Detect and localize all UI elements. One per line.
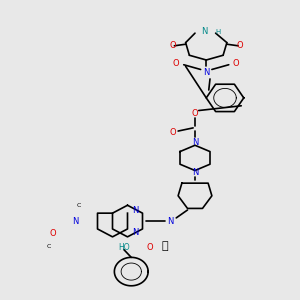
Text: N: N (167, 217, 174, 226)
Text: N: N (132, 206, 138, 214)
Text: N: N (72, 217, 78, 226)
Text: HO: HO (118, 243, 130, 252)
Text: N: N (192, 168, 198, 177)
Text: O: O (233, 59, 240, 68)
Text: N: N (201, 27, 208, 36)
Text: N: N (192, 138, 198, 147)
Text: O: O (192, 109, 198, 118)
Text: C: C (46, 244, 51, 249)
Text: O: O (237, 41, 243, 50)
Text: O: O (169, 128, 176, 137)
Text: N: N (132, 228, 138, 237)
Text: ⌒: ⌒ (162, 241, 168, 251)
Text: H: H (215, 28, 220, 34)
Text: O: O (173, 59, 180, 68)
Text: O: O (49, 229, 56, 238)
Text: C: C (76, 203, 81, 208)
Text: O: O (169, 41, 176, 50)
Text: O: O (147, 243, 153, 252)
Text: N: N (203, 68, 209, 77)
